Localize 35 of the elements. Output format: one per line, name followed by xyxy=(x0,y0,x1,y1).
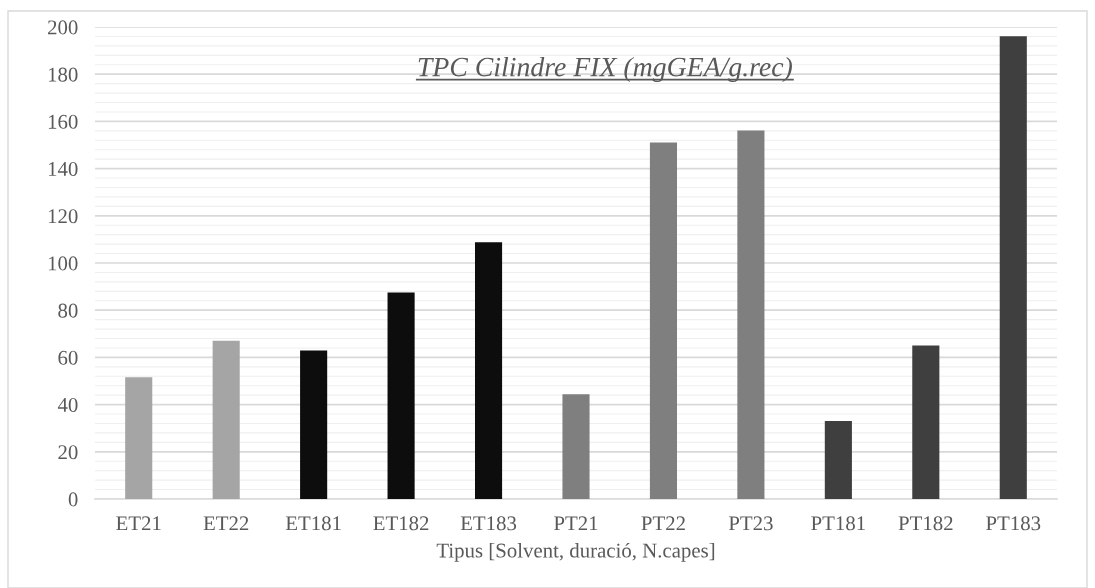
bar xyxy=(649,142,678,499)
y-tick-label: 40 xyxy=(57,397,78,413)
x-tick-label: PT183 xyxy=(986,516,1041,531)
x-axis-title: Tipus [Solvent, duració, N.capes] xyxy=(436,542,715,562)
x-tick-label: PT182 xyxy=(898,516,953,531)
x-tick-label: ET181 xyxy=(285,516,341,531)
x-tick-label: PT22 xyxy=(641,516,685,531)
bar xyxy=(999,36,1027,499)
y-tick-label: 140 xyxy=(48,161,78,177)
y-tick-label: 100 xyxy=(48,256,78,271)
y-tick-label: 0 xyxy=(68,492,78,507)
y-tick-label: 60 xyxy=(58,350,78,365)
bar xyxy=(562,394,590,499)
text: TPC Cilindre FIX (mgGEA/g.rec) xyxy=(418,56,792,83)
y-tick-label: 160 xyxy=(48,114,78,129)
x-tick-label: ET183 xyxy=(460,516,517,531)
bar xyxy=(212,340,240,499)
x-tick-label: ET21 xyxy=(116,516,161,531)
x-tick-label: PT21 xyxy=(554,516,598,531)
bar xyxy=(737,130,765,499)
y-tick-label: 180 xyxy=(48,67,78,82)
y-tick-label: 120 xyxy=(48,209,78,224)
x-tick-label: ET22 xyxy=(203,516,249,531)
bar xyxy=(912,345,940,499)
bar xyxy=(474,242,503,499)
bar xyxy=(300,350,328,499)
y-tick-label: 20 xyxy=(58,445,78,460)
x-tick-label: ET182 xyxy=(373,516,429,531)
x-tick-label: PT181 xyxy=(811,516,865,531)
y-tick-label: 80 xyxy=(58,303,78,318)
bar xyxy=(387,292,415,499)
bar xyxy=(125,377,153,499)
x-tick-label: PT23 xyxy=(728,516,773,531)
y-tick-label: 200 xyxy=(48,20,78,35)
bar xyxy=(824,420,852,499)
